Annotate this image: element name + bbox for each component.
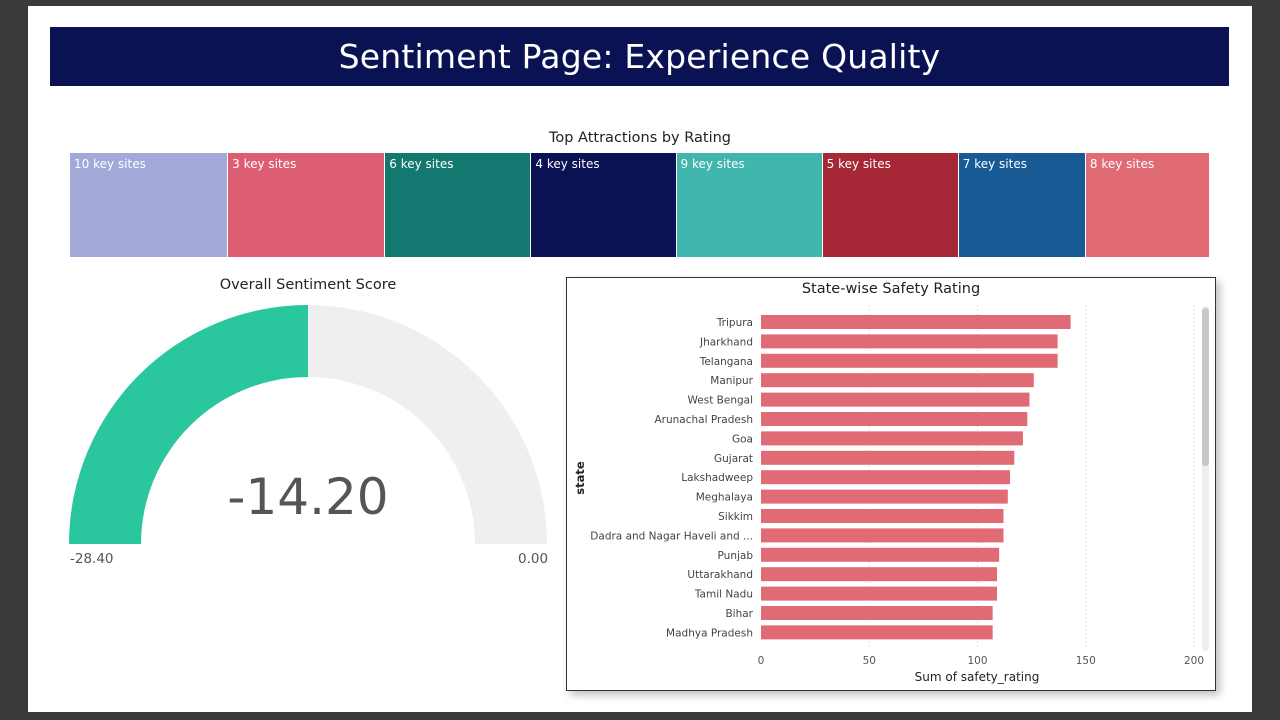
state-tick-label: Uttarakhand (687, 569, 753, 581)
x-axis-label: Sum of safety_rating (915, 670, 1040, 684)
treemap-tile[interactable]: 10 key sites (70, 153, 229, 257)
treemap-tile[interactable]: 9 key sites (676, 153, 823, 257)
x-tick-label: 200 (1184, 655, 1204, 667)
x-tick-label: 50 (863, 655, 876, 667)
gauge-fill (69, 305, 308, 544)
bar[interactable] (761, 334, 1058, 349)
treemap-tile[interactable]: 8 key sites (1085, 153, 1210, 257)
state-tick-label: West Bengal (688, 395, 754, 407)
state-tick-label: Madhya Pradesh (666, 627, 753, 639)
state-tick-label: Tamil Nadu (694, 589, 753, 601)
state-tick-label: Dadra and Nagar Haveli and ... (590, 530, 753, 542)
safety-bar-chart-card[interactable]: State-wise Safety Rating Tripura Jharkhand… (566, 277, 1216, 691)
report-canvas: Sentiment Page: Experience Quality Top A… (28, 6, 1252, 712)
scrollbar-thumb[interactable] (1202, 308, 1209, 466)
treemap-tile-label: 6 key sites (389, 157, 454, 171)
x-tick-label: 100 (967, 655, 987, 667)
state-tick-label: Jharkhand (699, 336, 753, 348)
bar[interactable] (761, 606, 993, 620)
state-tick-label: Sikkim (718, 511, 753, 523)
treemap-tile-label: 7 key sites (962, 157, 1027, 171)
treemap-tile-label: 8 key sites (1089, 157, 1155, 171)
bar[interactable] (761, 586, 997, 601)
attractions-treemap[interactable]: 10 key sites 3 key sites 6 key sites 4 key … (70, 153, 1210, 257)
gauge-min-label: -28.40 (70, 551, 114, 567)
gauge-max-label: 0.00 (518, 551, 549, 567)
state-tick-label: Punjab (718, 550, 754, 562)
state-tick-label: Meghalaya (696, 492, 753, 504)
state-tick-label: Arunachal Pradesh (654, 414, 753, 426)
treemap-tile-label: 3 key sites (232, 157, 297, 171)
treemap-tile[interactable]: 6 key sites (385, 153, 532, 257)
treemap-tile-label: 5 key sites (826, 157, 891, 171)
treemap-tile[interactable]: 4 key sites (531, 153, 677, 257)
sentiment-gauge[interactable]: -14.20 (68, 304, 550, 554)
bar[interactable] (761, 567, 997, 582)
state-tick-label: Telangana (699, 356, 753, 368)
state-tick-label: Bihar (725, 608, 753, 620)
state-tick-label: Tripura (716, 317, 753, 329)
bar[interactable] (761, 509, 1004, 523)
gauge-title: Overall Sentiment Score (219, 277, 397, 293)
treemap-title: Top Attractions by Rating (548, 130, 731, 146)
treemap-tile-label: 4 key sites (535, 157, 600, 171)
x-tick-label: 150 (1076, 655, 1096, 667)
bar[interactable] (761, 547, 1000, 562)
bar[interactable] (761, 470, 1010, 485)
state-tick-label: Lakshadweep (681, 472, 753, 484)
safety-bar-chart[interactable]: State-wise Safety Rating Tripura Jharkhand… (567, 278, 1215, 690)
bar[interactable] (761, 625, 993, 640)
chart-title: State-wise Safety Rating (802, 281, 980, 297)
bar[interactable] (761, 412, 1028, 426)
bar[interactable] (761, 315, 1071, 329)
treemap-tile-label: 9 key sites (680, 157, 745, 171)
page-header: Sentiment Page: Experience Quality (50, 27, 1229, 86)
bar[interactable] (761, 528, 1004, 543)
bar[interactable] (761, 431, 1023, 446)
bar[interactable] (761, 373, 1034, 388)
bar[interactable] (761, 392, 1030, 407)
treemap-tile[interactable]: 7 key sites (958, 153, 1086, 257)
y-axis-label: state (573, 461, 587, 495)
treemap-tile-label: 10 key sites (74, 157, 146, 171)
page-title: Sentiment Page: Experience Quality (338, 37, 941, 76)
x-tick-label: 0 (758, 655, 765, 667)
bar[interactable] (761, 353, 1058, 368)
treemap-tile[interactable]: 5 key sites (822, 153, 959, 257)
state-tick-label: Goa (732, 433, 753, 445)
gauge-value-label: -14.20 (227, 468, 388, 526)
state-tick-label: Manipur (710, 375, 753, 387)
bar[interactable] (761, 489, 1008, 504)
bar[interactable] (761, 450, 1015, 465)
state-tick-label: Gujarat (714, 453, 753, 465)
treemap-tile[interactable]: 3 key sites (228, 153, 386, 257)
